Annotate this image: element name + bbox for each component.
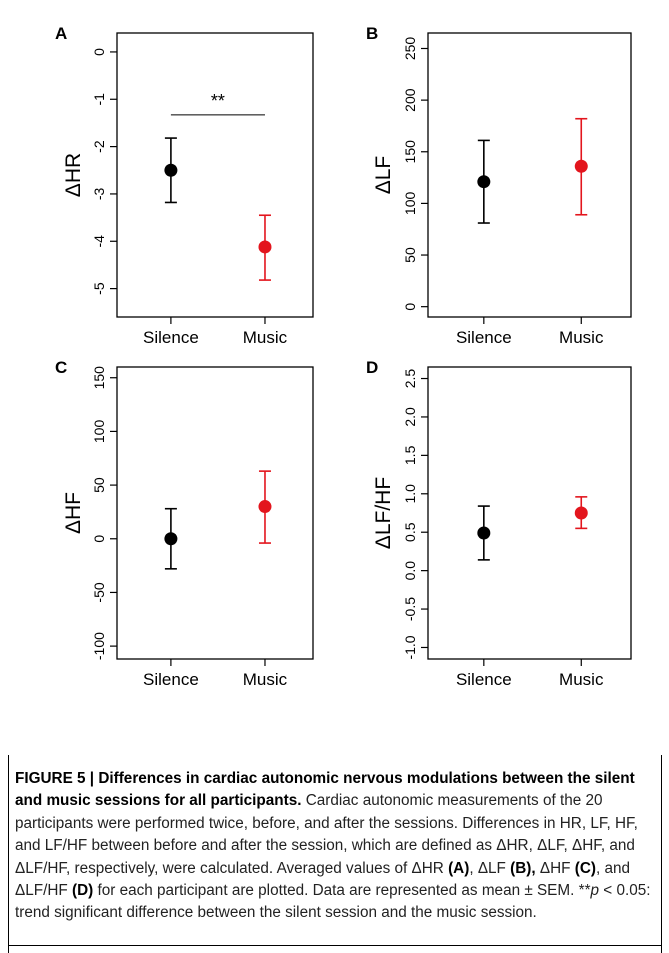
y-tick-label-a-3: -3	[91, 187, 107, 200]
chart-svg: A 0 -1 -2 -3 -4 -5 ΔHR Silence Music ** B 0 50 100 150 2…	[55, 24, 632, 689]
caption-frame-left	[8, 755, 9, 953]
y-axis-label-a: ΔHR	[62, 153, 85, 197]
panel-letter-b: B	[366, 24, 378, 43]
y-tick-label-d-3: 1.0	[402, 484, 418, 504]
caption-sig-marker: **	[578, 882, 591, 900]
plot-frame-b	[427, 32, 632, 318]
plot-frame-d	[427, 366, 632, 660]
panel-letter-d: D	[366, 358, 378, 377]
y-tick-label-c-1: 100	[91, 420, 107, 444]
y-tick-label-b-2: 100	[402, 192, 418, 216]
y-tick-label-d-5: 0.0	[402, 561, 418, 581]
x-tick-label-d-1: Music	[559, 670, 604, 689]
caption-ref-b: (B),	[510, 859, 536, 877]
y-tick-label-c-4: -50	[91, 582, 107, 602]
y-tick-label-b-5: 250	[402, 37, 418, 61]
caption-ref-a: (A)	[448, 859, 470, 877]
y-axis-label-d: ΔLF/HF	[372, 477, 395, 549]
mean-point-b-silence	[477, 175, 491, 189]
x-tick-label-b-1: Music	[559, 328, 604, 347]
panel-b: B 0 50 100 150 200 250 ΔLF Silence Music	[366, 24, 632, 347]
figure-panels: A 0 -1 -2 -3 -4 -5 ΔHR Silence Music ** B 0 50 100 150 2…	[55, 24, 632, 689]
plot-frame-c	[116, 366, 314, 660]
y-tick-label-d-6: -0.5	[402, 597, 418, 621]
y-tick-label-b-1: 50	[402, 247, 418, 263]
caption-frame-bottom	[8, 945, 662, 946]
y-tick-label-a-4: -4	[91, 235, 107, 248]
y-tick-label-d-0: 2.5	[402, 369, 418, 389]
mean-point-b-music	[574, 159, 588, 173]
y-axis-label-b: ΔLF	[372, 156, 395, 195]
x-tick-label-a-1: Music	[243, 328, 288, 347]
caption-body-3: < 0.05: trend significant difference bet…	[15, 882, 651, 922]
y-tick-label-c-3: 0	[91, 535, 107, 543]
y-tick-label-a-0: 0	[91, 48, 107, 56]
caption-body-2: for each participant are plotted. Data a…	[93, 882, 579, 900]
figure-caption: FIGURE 5 | Differences in cardiac autono…	[15, 768, 655, 925]
caption-ref-c: (C)	[574, 859, 597, 877]
y-tick-label-c-5: -100	[91, 632, 107, 660]
caption-sep-3: , and ΔLF/HF	[15, 859, 631, 900]
panel-letter-a: A	[55, 24, 67, 43]
y-tick-label-b-0: 0	[402, 303, 418, 311]
mean-point-d-music	[574, 506, 588, 520]
caption-ref-d: (D)	[71, 882, 94, 900]
y-tick-label-a-1: -1	[91, 93, 107, 106]
caption-frame-right	[661, 755, 662, 953]
x-tick-label-c-0: Silence	[143, 670, 199, 689]
caption-body-1: Cardiac autonomic measurements of the 20…	[15, 792, 638, 877]
significance-marker-a: **	[211, 91, 225, 111]
y-tick-label-d-7: -1.0	[402, 635, 418, 659]
x-tick-label-b-0: Silence	[456, 328, 512, 347]
panel-d: D 2.5 2.0 1.5 1.0 0.5 0.0 -0.5 -1.0 ΔLF/HF Silence…	[366, 358, 632, 689]
mean-point-c-silence	[164, 532, 178, 546]
x-tick-label-c-1: Music	[243, 670, 288, 689]
caption-sig-p: p	[590, 882, 600, 900]
y-axis-label-c: ΔHF	[62, 492, 85, 534]
y-tick-label-c-2: 50	[91, 477, 107, 493]
y-tick-label-a-5: -5	[91, 282, 107, 295]
y-tick-label-d-4: 0.5	[402, 522, 418, 542]
mean-point-c-music	[258, 500, 272, 514]
panel-c: C 150 100 50 0 -50 -100 ΔHF Silence Music	[55, 358, 314, 689]
caption-title: FIGURE 5 | Differences in cardiac autono…	[15, 770, 635, 810]
caption-sep-1: , ΔLF	[469, 859, 511, 877]
x-tick-label-a-0: Silence	[143, 328, 199, 347]
panel-letter-c: C	[55, 358, 67, 377]
mean-point-d-silence	[477, 526, 491, 540]
panel-a: A 0 -1 -2 -3 -4 -5 ΔHR Silence Music **	[55, 24, 314, 347]
x-tick-label-d-0: Silence	[456, 670, 512, 689]
y-tick-label-d-2: 1.5	[402, 445, 418, 465]
caption-sep-2: ΔHF	[535, 859, 575, 877]
mean-point-a-music	[258, 240, 272, 254]
y-tick-label-d-1: 2.0	[402, 407, 418, 427]
y-tick-label-c-0: 150	[91, 366, 107, 390]
y-tick-label-b-4: 200	[402, 88, 418, 112]
mean-point-a-silence	[164, 163, 178, 177]
plot-frame-a	[116, 32, 314, 318]
y-tick-label-b-3: 150	[402, 140, 418, 164]
y-tick-label-a-2: -2	[91, 140, 107, 153]
